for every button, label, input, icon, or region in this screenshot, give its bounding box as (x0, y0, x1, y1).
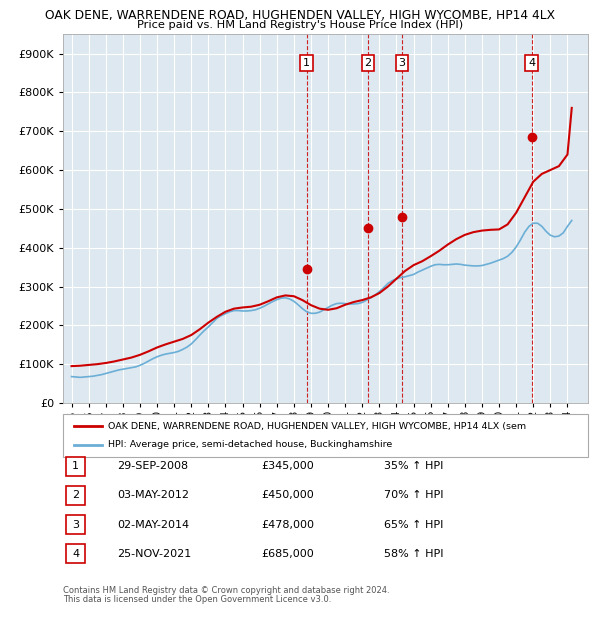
Text: 03-MAY-2012: 03-MAY-2012 (117, 490, 189, 500)
Text: OAK DENE, WARRENDENE ROAD, HUGHENDEN VALLEY, HIGH WYCOMBE, HP14 4LX (sem: OAK DENE, WARRENDENE ROAD, HUGHENDEN VAL… (108, 422, 526, 431)
Text: 35% ↑ HPI: 35% ↑ HPI (384, 461, 443, 471)
Text: HPI: Average price, semi-detached house, Buckinghamshire: HPI: Average price, semi-detached house,… (108, 440, 392, 450)
Text: £345,000: £345,000 (261, 461, 314, 471)
Text: £685,000: £685,000 (261, 549, 314, 559)
Text: 70% ↑ HPI: 70% ↑ HPI (384, 490, 443, 500)
Text: 1: 1 (72, 461, 79, 471)
Text: OAK DENE, WARRENDENE ROAD, HUGHENDEN VALLEY, HIGH WYCOMBE, HP14 4LX: OAK DENE, WARRENDENE ROAD, HUGHENDEN VAL… (45, 9, 555, 22)
Text: 3: 3 (398, 58, 406, 68)
Text: 02-MAY-2014: 02-MAY-2014 (117, 520, 189, 529)
Text: £450,000: £450,000 (261, 490, 314, 500)
Text: 2: 2 (364, 58, 371, 68)
Text: 4: 4 (72, 549, 79, 559)
Text: 25-NOV-2021: 25-NOV-2021 (117, 549, 191, 559)
Text: 58% ↑ HPI: 58% ↑ HPI (384, 549, 443, 559)
Text: Contains HM Land Registry data © Crown copyright and database right 2024.: Contains HM Land Registry data © Crown c… (63, 586, 389, 595)
Text: Price paid vs. HM Land Registry's House Price Index (HPI): Price paid vs. HM Land Registry's House … (137, 20, 463, 30)
Text: 29-SEP-2008: 29-SEP-2008 (117, 461, 188, 471)
Text: 4: 4 (528, 58, 535, 68)
Text: £478,000: £478,000 (261, 520, 314, 529)
Text: 1: 1 (303, 58, 310, 68)
Text: 65% ↑ HPI: 65% ↑ HPI (384, 520, 443, 529)
Text: This data is licensed under the Open Government Licence v3.0.: This data is licensed under the Open Gov… (63, 595, 331, 604)
Text: 2: 2 (72, 490, 79, 500)
Text: 3: 3 (72, 520, 79, 529)
